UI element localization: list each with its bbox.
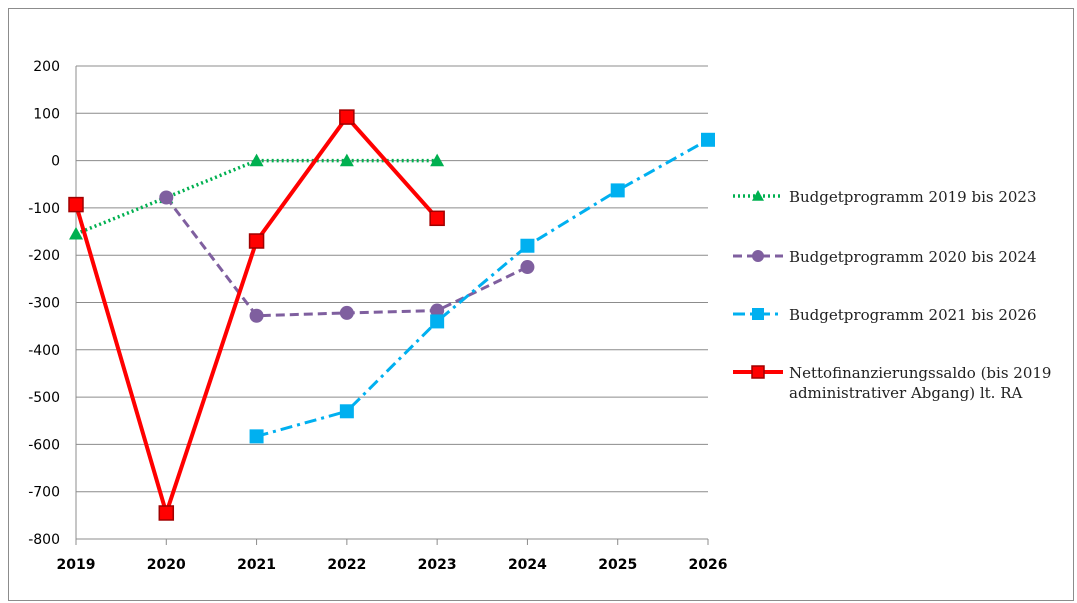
- series-0: [69, 153, 445, 240]
- data-point: [249, 308, 264, 323]
- y-tick-label: 100: [33, 106, 60, 122]
- data-point: [430, 153, 445, 167]
- data-point: [520, 260, 535, 275]
- series-2: [249, 132, 715, 444]
- y-tick-label: -200: [28, 248, 60, 264]
- data-point: [610, 183, 625, 198]
- legend-entry-1: Budgetprogramm 2020 bis 2024: [733, 248, 1037, 266]
- x-tick-label: 2020: [147, 557, 186, 573]
- legend: Budgetprogramm 2019 bis 2023 Budgetprogra…: [733, 188, 1051, 402]
- legend-label: Nettofinanzierungssaldo (bis 2019: [789, 364, 1051, 382]
- data-point: [249, 153, 264, 167]
- x-tick-label: 2021: [237, 557, 276, 573]
- legend-label: Budgetprogramm 2019 bis 2023: [789, 188, 1037, 206]
- data-point: [429, 210, 445, 227]
- legend-label: Budgetprogramm 2021 bis 2026: [789, 306, 1037, 324]
- series-line: [75, 158, 438, 236]
- chart-frame: [8, 8, 1074, 601]
- gridlines: [75, 65, 708, 540]
- x-tick-label: 2023: [418, 557, 457, 573]
- y-tick-label: -400: [28, 343, 60, 359]
- y-tick-label: -100: [28, 201, 60, 217]
- y-tick-label: -500: [28, 390, 60, 406]
- x-tick-label: 2019: [57, 557, 96, 573]
- data-point: [249, 429, 264, 444]
- legend-swatch-marker: [752, 250, 764, 262]
- x-tick-label: 2026: [689, 557, 728, 573]
- series-line: [256, 138, 709, 438]
- y-tick-label: 200: [33, 59, 60, 75]
- data-point: [339, 404, 354, 419]
- x-tick-label: 2024: [508, 557, 547, 573]
- x-tick-label: 2022: [327, 557, 366, 573]
- legend-entry-3: Nettofinanzierungssaldo (bis 2019 adminis…: [733, 364, 1051, 402]
- x-axis-ticks: 2019 2020 2021 2022 2023 2024 2025 2026: [57, 539, 728, 573]
- series-group: [68, 109, 715, 521]
- data-point: [520, 238, 535, 253]
- data-point: [430, 314, 445, 329]
- series-line: [165, 196, 529, 318]
- data-point: [248, 233, 265, 249]
- legend-entry-2: Budgetprogramm 2021 bis 2026: [733, 306, 1037, 324]
- series-1: [159, 190, 535, 323]
- legend-entry-0: Budgetprogramm 2019 bis 2023: [733, 188, 1037, 206]
- legend-swatch-marker: [752, 308, 764, 320]
- data-point: [339, 109, 355, 125]
- data-point: [430, 303, 445, 318]
- data-point: [159, 190, 174, 205]
- y-tick-label: -300: [28, 296, 60, 312]
- data-point: [701, 132, 715, 147]
- data-point: [158, 505, 175, 521]
- series-3: [68, 109, 445, 521]
- y-tick-label: -600: [28, 437, 60, 453]
- legend-label: Budgetprogramm 2020 bis 2024: [789, 248, 1037, 266]
- x-tick-label: 2025: [598, 557, 637, 573]
- legend-label: administrativer Abgang) lt. RA: [789, 384, 1022, 402]
- y-tick-label: -700: [28, 485, 60, 501]
- data-point: [69, 226, 83, 240]
- legend-swatch-marker: [752, 190, 764, 201]
- data-point: [68, 196, 84, 213]
- y-tick-label: 0: [51, 154, 60, 170]
- y-tick-label: -800: [28, 532, 60, 548]
- data-point: [339, 153, 354, 167]
- data-point: [339, 305, 354, 320]
- legend-swatch-marker: [751, 365, 765, 379]
- y-axis-ticks: 200 100 0 -100 -200 -300 -400 -500 -600 -700 -800: [28, 59, 60, 548]
